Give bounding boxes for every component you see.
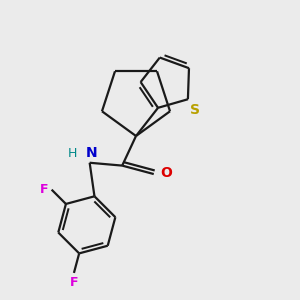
Text: N: N	[85, 146, 97, 160]
Text: F: F	[70, 276, 79, 289]
Text: S: S	[190, 103, 200, 117]
Text: F: F	[40, 182, 49, 196]
Text: H: H	[68, 147, 77, 160]
Text: O: O	[160, 166, 172, 179]
